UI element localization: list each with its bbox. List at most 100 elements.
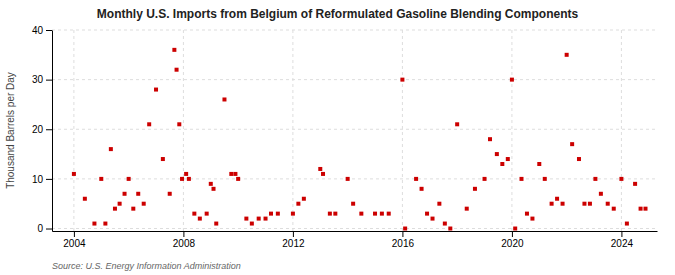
grid bbox=[52, 30, 657, 231]
point bbox=[582, 202, 586, 206]
point bbox=[443, 222, 447, 226]
point bbox=[387, 212, 391, 216]
tick-mark bbox=[183, 231, 184, 237]
tick-label: 2016 bbox=[392, 238, 415, 249]
point bbox=[543, 177, 547, 181]
tick-label: 10 bbox=[32, 174, 44, 185]
point bbox=[147, 122, 151, 126]
grid-line-x bbox=[621, 30, 622, 231]
tick-label: 2024 bbox=[611, 238, 634, 249]
point bbox=[537, 162, 541, 166]
point bbox=[506, 157, 510, 161]
point bbox=[465, 207, 469, 211]
point bbox=[209, 182, 213, 186]
title: Monthly U.S. Imports from Belgium of Ref… bbox=[97, 7, 579, 21]
point bbox=[555, 197, 559, 201]
points bbox=[72, 48, 648, 231]
grid-line-y bbox=[52, 129, 657, 130]
point bbox=[118, 202, 122, 206]
plot-area: 2004 2008 2012 2016 2020 2024 0 10 20 30 40 bbox=[32, 25, 658, 249]
point bbox=[588, 202, 592, 206]
point bbox=[177, 122, 181, 126]
tick-mark bbox=[74, 231, 75, 237]
tick: 2012 bbox=[282, 231, 305, 249]
point bbox=[473, 187, 477, 191]
point bbox=[103, 222, 107, 226]
tick: 20 bbox=[32, 124, 52, 135]
tick-mark bbox=[46, 30, 52, 31]
point bbox=[400, 78, 404, 82]
tick: 2008 bbox=[173, 231, 196, 249]
point bbox=[483, 177, 487, 181]
point bbox=[351, 202, 355, 206]
point bbox=[525, 212, 529, 216]
grid-line-y bbox=[52, 228, 657, 229]
axis-line bbox=[53, 231, 658, 232]
source: Source: U.S. Energy Information Administ… bbox=[52, 261, 241, 271]
tick-label: 2020 bbox=[501, 238, 524, 249]
point bbox=[131, 207, 135, 211]
point bbox=[236, 177, 240, 181]
point bbox=[510, 78, 514, 82]
tick-label: 40 bbox=[32, 25, 44, 36]
point bbox=[296, 202, 300, 206]
point bbox=[127, 177, 131, 181]
tick: 2004 bbox=[63, 231, 86, 249]
tick-mark bbox=[46, 179, 52, 180]
point bbox=[229, 172, 233, 176]
point bbox=[136, 192, 140, 196]
grid-line-x bbox=[73, 30, 74, 231]
tick-label: 30 bbox=[32, 74, 44, 85]
tick-mark bbox=[402, 231, 403, 237]
point bbox=[161, 157, 165, 161]
tick-mark bbox=[512, 231, 513, 237]
point bbox=[431, 217, 435, 221]
point bbox=[321, 172, 325, 176]
point bbox=[175, 68, 179, 72]
grid-line-x bbox=[402, 30, 403, 231]
point bbox=[612, 207, 616, 211]
tick: 0 bbox=[37, 223, 52, 234]
tick: 2016 bbox=[392, 231, 415, 249]
point bbox=[269, 212, 273, 216]
axis-line bbox=[52, 31, 53, 232]
point bbox=[380, 212, 384, 216]
point bbox=[513, 227, 517, 231]
point bbox=[222, 97, 226, 101]
point bbox=[414, 177, 418, 181]
point bbox=[593, 177, 597, 181]
point bbox=[99, 177, 103, 181]
tick-mark bbox=[46, 129, 52, 130]
tick-label: 2008 bbox=[173, 238, 196, 249]
point bbox=[250, 222, 254, 226]
grid-line-y bbox=[52, 79, 657, 80]
point bbox=[142, 202, 146, 206]
point bbox=[639, 207, 643, 211]
point bbox=[184, 172, 188, 176]
point bbox=[291, 212, 295, 216]
tick: 2020 bbox=[501, 231, 524, 249]
point bbox=[599, 192, 603, 196]
point bbox=[373, 212, 377, 216]
point bbox=[180, 177, 184, 181]
point bbox=[333, 212, 337, 216]
tick-mark bbox=[46, 80, 52, 81]
point bbox=[244, 217, 248, 221]
point bbox=[519, 177, 523, 181]
grid-line-x bbox=[292, 30, 293, 231]
point bbox=[495, 152, 499, 156]
y-axis-label: Thousand Barrels per Day bbox=[5, 72, 16, 189]
tick-label: 20 bbox=[32, 124, 44, 135]
point bbox=[550, 202, 554, 206]
grid-line-x bbox=[511, 30, 512, 231]
tick: 2024 bbox=[611, 231, 634, 249]
tick-mark bbox=[293, 231, 294, 237]
tick-label: 2012 bbox=[282, 238, 305, 249]
x-axis: 2004 2008 2012 2016 2020 2024 bbox=[53, 231, 658, 249]
point bbox=[488, 137, 492, 141]
grid-line-y bbox=[52, 178, 657, 179]
point bbox=[123, 192, 127, 196]
point bbox=[214, 222, 218, 226]
point bbox=[318, 167, 322, 171]
point bbox=[577, 157, 581, 161]
